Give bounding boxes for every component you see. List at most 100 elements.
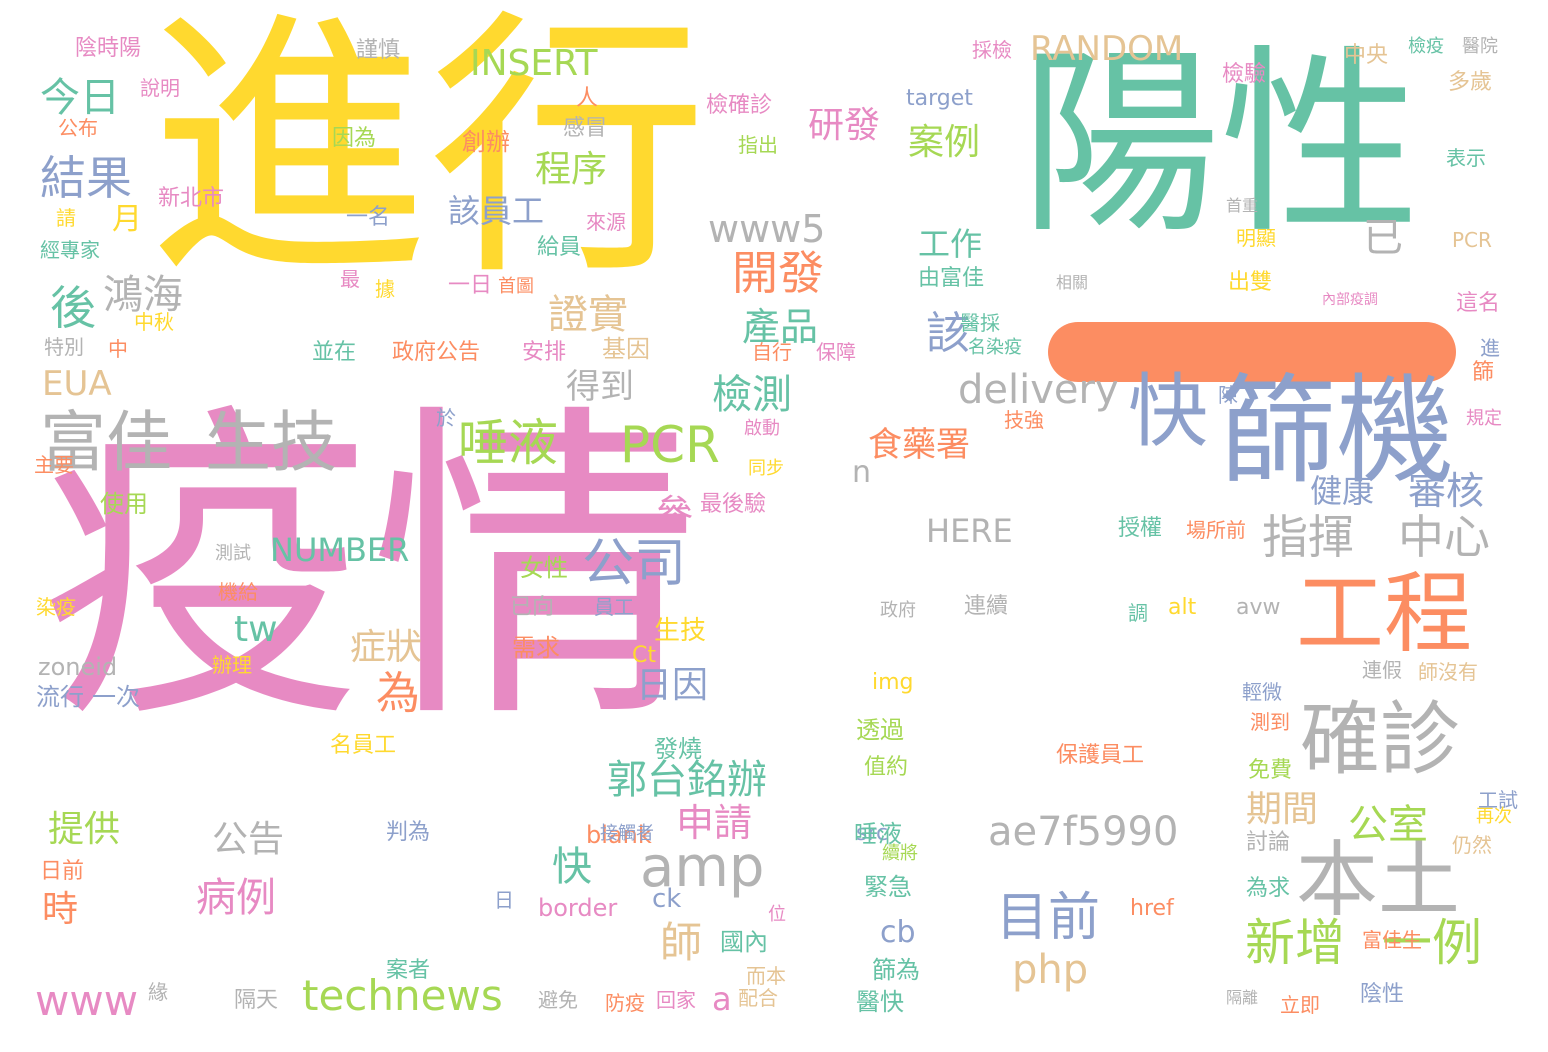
word-136: 續將 [882, 843, 918, 864]
word-161: 醫院 [1462, 36, 1498, 57]
word-148: 政府 [880, 600, 916, 621]
word-52: HERE [926, 512, 1013, 550]
word-158: 檢驗 [1222, 62, 1267, 87]
word-100: 政府公告 [392, 340, 481, 365]
word-37: 今日 [40, 75, 120, 121]
word-154: 保護員工 [1056, 743, 1145, 768]
word-60: 快 [552, 844, 592, 890]
word-83: zoneid [38, 653, 118, 681]
word-77: 中 [108, 337, 128, 361]
word-18: technews [302, 971, 503, 1020]
word-167: 首重 [1226, 196, 1259, 215]
word-189: 陰性 [1360, 982, 1405, 1007]
word-162: 檢確診 [706, 93, 773, 118]
word-84: 流行 [36, 683, 84, 711]
word-124: 而本 [746, 964, 786, 988]
word-143: 名染疫 [968, 337, 1022, 358]
word-36: 結果 [40, 151, 132, 205]
word-106: 員工 [594, 595, 634, 619]
word-76: 中秋 [134, 310, 174, 334]
word-48: 健康 [1310, 472, 1375, 510]
word-141: 保障 [816, 340, 856, 364]
word-132: 值約 [864, 755, 909, 780]
word-188: 立即 [1280, 993, 1320, 1017]
word-56: 症狀 [350, 627, 423, 668]
word-75: 特別 [44, 335, 84, 359]
word-173: 內部疫調 [1322, 292, 1378, 308]
word-107: 生技 [654, 616, 707, 646]
word-96: 據 [375, 277, 395, 301]
word-181: 免費 [1248, 758, 1293, 783]
word-117: blank [586, 821, 652, 849]
word-47: 審核 [1408, 469, 1485, 513]
word-69: 說明 [140, 76, 180, 100]
word-142: 醫採 [960, 311, 1000, 335]
word-166: 表示 [1446, 146, 1486, 170]
word-19: www [35, 976, 139, 1025]
word-2: 陽性 [1020, 28, 1421, 261]
word-103: 於 [436, 406, 456, 430]
word-182: 工試 [1478, 788, 1518, 812]
word-14: 新增 [1245, 914, 1345, 972]
word-63: cb [880, 915, 916, 950]
word-133: 透過 [856, 716, 904, 744]
word-11: PCR [620, 416, 720, 474]
word-71: 因為 [332, 126, 377, 151]
word-3: 快 [1128, 365, 1208, 458]
word-120: 避免 [538, 988, 578, 1012]
word-33: 案例 [908, 122, 981, 163]
word-122: 回家 [656, 988, 696, 1012]
word-105: 已向 [510, 595, 555, 620]
word-126: 國內 [720, 928, 768, 956]
word-72: 新北市 [158, 186, 225, 211]
word-155: href [1130, 896, 1174, 921]
word-128: 篩為 [872, 956, 920, 984]
word-6: 確診 [1300, 693, 1460, 786]
word-144: 授權 [1118, 516, 1163, 541]
word-51: NUMBER [270, 531, 410, 569]
word-24: 申請 [676, 801, 753, 845]
word-137: 最後驗 [700, 492, 767, 517]
word-21: php [1012, 947, 1089, 993]
word-183: 再次 [1476, 806, 1512, 827]
word-68: 陰時陽 [75, 36, 142, 61]
word-54: tw [234, 609, 278, 650]
word-32: 研發 [808, 105, 881, 146]
word-151: avw [1236, 595, 1281, 620]
word-146: 技強 [1004, 408, 1044, 432]
word-138: 同步 [748, 458, 784, 479]
word-130: 緊急 [864, 873, 912, 901]
word-50: INSERT [470, 43, 598, 84]
word-57: 日因 [636, 665, 709, 706]
word-119: 隔天 [234, 988, 279, 1013]
word-40: EUA [42, 364, 112, 404]
word-99: 並在 [312, 340, 357, 365]
word-16: 目前 [996, 888, 1101, 948]
word-118: src [856, 821, 889, 846]
word-102: 基因 [602, 335, 650, 363]
word-53: n [852, 455, 872, 490]
word-101: 安排 [522, 340, 567, 365]
word-93: 來源 [586, 210, 626, 234]
word-15: 一例 [1382, 914, 1482, 972]
word-35: 該員工 [448, 192, 545, 230]
word-187: 富佳生 [1362, 928, 1422, 952]
word-9: 生技 [205, 404, 337, 481]
word-129: 醫快 [856, 988, 904, 1016]
word-88: 謹慎 [356, 38, 401, 63]
word-97: 一日 [448, 273, 493, 298]
word-147: 陳 [1218, 383, 1238, 407]
word-41: 得到 [566, 367, 634, 407]
word-64: 期間 [1246, 789, 1319, 830]
word-134: img [872, 670, 914, 695]
word-178: 師沒有 [1418, 660, 1478, 684]
word-66: 時 [42, 889, 79, 930]
word-65: 提供 [48, 809, 121, 850]
word-67: 月 [112, 202, 142, 237]
word-43: 食藥署 [868, 425, 970, 465]
word-28: www5 [708, 207, 826, 251]
word-184: 討論 [1246, 830, 1291, 855]
word-34: 程序 [535, 149, 608, 190]
word-115: border [538, 894, 618, 922]
word-38: 後 [50, 281, 96, 335]
